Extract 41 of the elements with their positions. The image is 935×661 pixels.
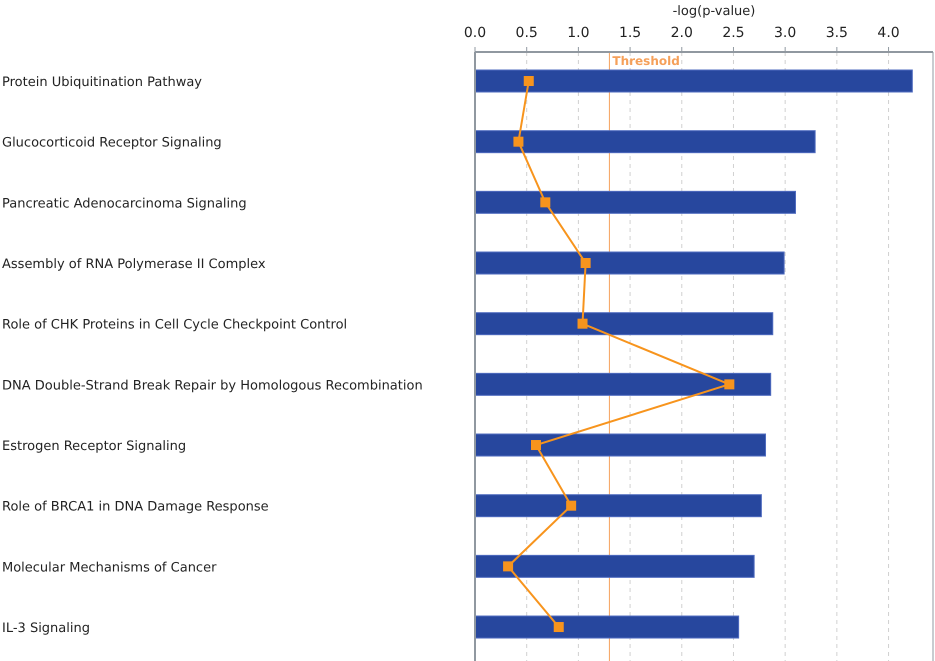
x-tick-label: 4.0 xyxy=(877,25,900,41)
bar xyxy=(474,494,762,518)
bar xyxy=(474,434,766,457)
x-tick-label: 2.5 xyxy=(722,25,745,41)
bar xyxy=(474,252,785,275)
point xyxy=(513,136,524,147)
point xyxy=(503,561,514,572)
y-tick-label: Estrogen Receptor Signaling xyxy=(2,439,186,454)
bar xyxy=(474,616,740,639)
x-axis-title: -log(p-value) xyxy=(672,4,756,19)
point xyxy=(580,258,591,268)
y-tick-label: Protein Ubiquitination Pathway xyxy=(2,75,202,90)
bar xyxy=(474,372,772,396)
ref-line-label: Threshold xyxy=(612,54,680,68)
y-tick-label: Glucocorticoid Receptor Signaling xyxy=(2,136,222,151)
x-tick-label: 1.5 xyxy=(618,25,642,41)
x-tick-label: 0.0 xyxy=(464,25,486,41)
point xyxy=(540,197,550,208)
x-tick-label: 0.5 xyxy=(516,25,538,41)
y-tick-label: Pancreatic Adenocarcinoma Signaling xyxy=(2,196,247,212)
y-tick-label: Molecular Mechanisms of Cancer xyxy=(2,560,218,576)
point xyxy=(531,440,541,450)
y-tick-label: Role of BRCA1 in DNA Damage Response xyxy=(2,500,269,515)
point xyxy=(578,318,588,329)
y-tick-label: IL-3 Signaling xyxy=(2,621,90,636)
bar xyxy=(474,312,774,336)
bar xyxy=(474,190,796,214)
bar xyxy=(474,130,816,154)
point xyxy=(554,622,564,632)
point xyxy=(524,76,534,86)
y-tick-label: Role of CHK Proteins in Cell Cycle Checkpoint Control xyxy=(2,318,348,333)
x-tick-label: 2.0 xyxy=(670,25,693,41)
y-tick-label: Assembly of RNA Polymerase II Complex xyxy=(2,257,266,272)
point xyxy=(724,379,734,390)
bar xyxy=(474,554,755,578)
y-tick-label: DNA Double-Strand Break Repair by Homologous Recombination xyxy=(2,378,423,394)
point xyxy=(566,500,576,511)
x-tick-label: 1.0 xyxy=(567,25,590,41)
bar xyxy=(474,70,913,93)
x-tick-label: 3.5 xyxy=(826,25,848,41)
x-tick-label: 3.0 xyxy=(774,25,796,41)
